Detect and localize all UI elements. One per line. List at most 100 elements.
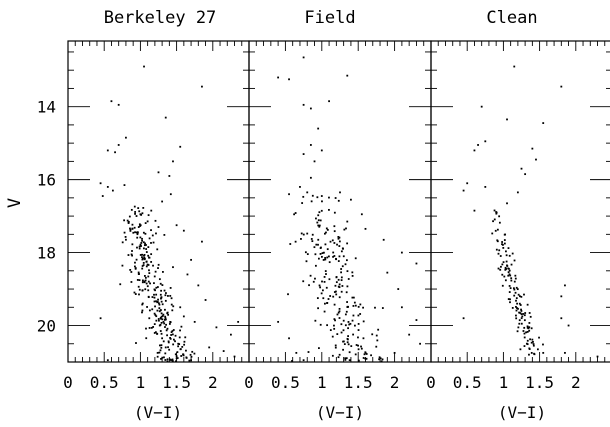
star-point	[498, 221, 501, 224]
star-point	[333, 225, 336, 228]
star-point	[348, 359, 351, 362]
star-point	[166, 360, 169, 363]
star-point	[180, 355, 183, 357]
x-tick-label: 2	[571, 373, 581, 392]
star-point	[159, 349, 162, 352]
star-point	[501, 273, 504, 276]
star-point	[147, 214, 150, 217]
star-point	[299, 186, 301, 188]
star-point	[130, 253, 133, 256]
x-tick-label: 0.5	[90, 373, 119, 392]
star-point	[532, 343, 535, 345]
star-point	[99, 182, 102, 185]
x-tick-label: 1.5	[162, 373, 191, 392]
star-point	[188, 359, 191, 362]
star-point	[522, 313, 525, 315]
star-point	[159, 293, 162, 296]
star-point	[529, 338, 532, 341]
star-point	[328, 196, 330, 199]
star-point	[505, 250, 507, 253]
star-point	[159, 316, 162, 319]
star-point	[164, 317, 167, 320]
star-point	[320, 292, 323, 295]
panel-berkeley27: Berkeley 27 0 0.5 1 1.5 2 14 16 18 20 (V−I)	[37, 8, 250, 422]
star-point	[345, 357, 348, 360]
star-point	[498, 215, 501, 218]
star-point	[161, 284, 164, 286]
star-point	[302, 103, 305, 106]
star-point	[170, 303, 173, 306]
star-point	[517, 293, 520, 296]
star-point	[130, 271, 133, 273]
star-point	[311, 194, 314, 197]
star-point	[324, 232, 326, 235]
star-point	[138, 223, 141, 226]
star-point	[117, 103, 120, 106]
star-point	[150, 209, 153, 212]
star-point	[149, 282, 151, 285]
star-point	[178, 343, 181, 346]
star-point	[317, 214, 320, 217]
star-point	[529, 315, 532, 318]
star-point	[163, 234, 166, 236]
star-point	[357, 314, 360, 317]
star-point	[201, 85, 203, 88]
star-point	[332, 295, 335, 298]
star-point	[159, 330, 162, 332]
star-point	[532, 344, 535, 347]
star-point	[520, 317, 523, 320]
star-point	[143, 256, 146, 259]
star-point	[359, 313, 362, 315]
star-point	[360, 347, 363, 350]
star-point	[148, 272, 151, 275]
star-point	[306, 253, 309, 256]
star-point	[345, 259, 348, 262]
star-point	[133, 205, 136, 208]
star-point	[342, 340, 345, 343]
star-point	[190, 258, 192, 261]
star-point	[193, 320, 196, 323]
star-point	[314, 319, 317, 322]
star-point	[477, 144, 479, 146]
star-point	[342, 348, 344, 351]
star-point	[147, 280, 150, 283]
star-point	[132, 231, 135, 234]
star-point	[317, 219, 320, 222]
star-point	[152, 241, 155, 244]
star-point	[131, 254, 133, 257]
star-point	[160, 300, 163, 303]
star-point	[154, 270, 157, 273]
star-point	[154, 219, 157, 222]
star-point	[294, 240, 297, 243]
star-point	[530, 327, 533, 330]
star-point	[134, 267, 137, 270]
star-point	[147, 296, 150, 299]
star-point	[142, 247, 145, 250]
star-point	[145, 282, 148, 285]
star-point	[340, 250, 343, 253]
star-point	[318, 211, 321, 214]
x-axis-title: (V−I)	[316, 403, 364, 422]
star-point	[129, 230, 132, 232]
star-point	[321, 252, 324, 255]
star-point	[158, 303, 161, 306]
star-point	[496, 240, 499, 243]
star-point	[144, 242, 146, 245]
star-point	[338, 245, 341, 247]
star-point	[165, 329, 168, 332]
star-point	[157, 171, 160, 174]
star-point	[503, 233, 506, 236]
star-point	[397, 288, 400, 290]
star-point	[338, 286, 341, 289]
star-point	[185, 357, 188, 359]
star-point	[530, 352, 533, 354]
star-point	[169, 337, 171, 339]
star-point	[378, 358, 381, 361]
star-point	[157, 298, 159, 301]
star-point	[327, 255, 330, 258]
ticks-layer	[248, 40, 432, 363]
star-point	[338, 236, 341, 239]
star-point	[382, 238, 385, 241]
star-point	[525, 331, 527, 334]
star-point	[170, 331, 173, 333]
